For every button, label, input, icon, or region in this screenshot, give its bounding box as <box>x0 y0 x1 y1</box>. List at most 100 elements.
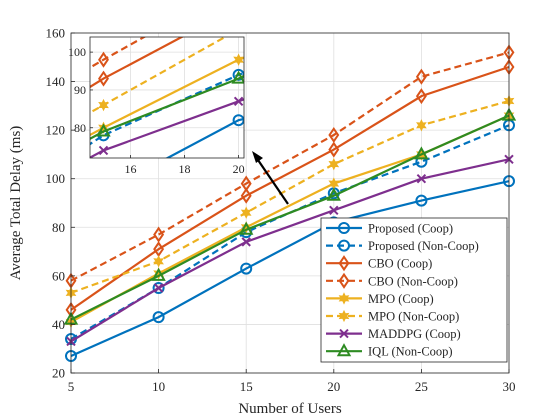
inset-y-tick-label: 90 <box>74 83 86 97</box>
x-tick-label: 15 <box>240 379 253 394</box>
data-point <box>153 283 164 293</box>
x-tick-label: 30 <box>503 379 516 394</box>
data-point <box>416 119 427 132</box>
y-tick-label: 40 <box>52 317 65 332</box>
arrow-head <box>252 151 263 163</box>
series-line <box>70 99 510 294</box>
x-axis-label: Number of Users <box>238 401 341 417</box>
y-tick-label: 20 <box>52 366 65 381</box>
y-tick-label: 100 <box>46 171 66 186</box>
inset-data-point <box>98 51 109 68</box>
legend-swatch-marker <box>338 255 350 272</box>
inset-series-7 <box>90 70 244 140</box>
data-point <box>241 237 251 247</box>
inset-series-6 <box>90 96 244 158</box>
data-point <box>153 255 164 268</box>
data-point <box>416 174 427 184</box>
data-point <box>240 187 252 204</box>
zoom-arrow <box>252 151 289 205</box>
legend-box <box>320 217 508 363</box>
legend-label: CBO (Non-Coop) <box>368 274 458 288</box>
inset-series-line <box>90 56 244 137</box>
inset-x-tick-label: 20 <box>233 162 245 176</box>
legend-entry: Proposed (Coop) <box>326 222 453 236</box>
data-point <box>415 68 427 85</box>
axis-ticks: 5 10 15 20 25 30 20 40 60 80 100 120 140 160 <box>46 26 516 395</box>
series-line <box>70 65 510 311</box>
legend-swatch-marker <box>336 343 352 357</box>
y-tick-label: 60 <box>52 268 65 283</box>
y-tick-label: 160 <box>46 26 66 41</box>
data-point <box>326 187 341 201</box>
series-6 <box>66 154 514 347</box>
inset-plot <box>90 37 244 158</box>
legend-entry: IQL (Non-Coop) <box>326 343 453 359</box>
x-tick-label: 10 <box>152 379 165 394</box>
legend-label: MADDPG (Coop) <box>368 327 461 341</box>
data-point <box>329 205 339 215</box>
data-point <box>239 221 254 235</box>
inset-data-point <box>233 96 244 106</box>
legend-label: MPO (Coop) <box>368 292 434 306</box>
x-tick-label: 5 <box>68 379 75 394</box>
series-7 <box>63 107 517 325</box>
inset-x-tick-label: 16 <box>125 162 137 176</box>
legend-entry: MPO (Coop) <box>326 292 434 306</box>
legend-label: IQL (Non-Coop) <box>368 345 453 359</box>
series-line <box>70 180 510 358</box>
legend-swatch-marker <box>338 222 350 234</box>
legend-label: CBO (Coop) <box>368 257 432 271</box>
inset-data-point <box>98 145 109 156</box>
data-point <box>240 262 253 275</box>
y-tick-label: 80 <box>52 220 65 235</box>
legend-swatch-marker <box>338 292 350 305</box>
x-tick-label: 25 <box>415 379 428 394</box>
series-line <box>70 51 510 282</box>
data-point <box>328 141 340 158</box>
data-point <box>328 126 340 144</box>
data-point <box>415 194 428 207</box>
legend: Proposed (Coop) Proposed (Non-Coop) CBO (C… <box>320 217 508 363</box>
legend-swatch-marker <box>338 309 350 323</box>
inset-data-point <box>232 68 244 81</box>
inset-y-tick-label: 100 <box>68 45 86 59</box>
data-point <box>151 267 166 281</box>
legend-label: MPO (Non-Coop) <box>368 310 459 324</box>
plot-frame <box>70 32 510 374</box>
inset-series-line <box>90 74 244 140</box>
series-3 <box>65 44 515 289</box>
legend-swatch-marker <box>339 328 349 339</box>
inset-zoom: 16 18 20 80 90 100 <box>68 36 245 176</box>
inset-series-line <box>90 98 244 158</box>
inset-data-point <box>98 98 109 112</box>
data-point <box>415 88 427 105</box>
inset-y-tick-label: 80 <box>74 121 86 135</box>
legend-swatch-marker <box>338 239 350 252</box>
data-point <box>328 157 340 171</box>
legend-entry: CBO (Non-Coop) <box>326 272 458 289</box>
inset-data-point <box>98 70 109 87</box>
inset-data-point <box>231 70 244 84</box>
inset-data-point <box>98 121 109 134</box>
arrow-shaft <box>257 159 289 205</box>
y-axis-label: Average Total Delay (ms) <box>8 126 24 281</box>
legend-label: Proposed (Coop) <box>368 222 453 236</box>
data-point <box>240 175 252 192</box>
inset-frame <box>89 36 245 159</box>
data-point <box>153 267 164 280</box>
data-point <box>153 226 165 243</box>
series-line <box>70 114 510 321</box>
inset-data-point <box>233 53 244 66</box>
y-tick-label: 140 <box>46 74 66 89</box>
inset-data-point <box>232 114 244 127</box>
inset-series-0 <box>165 114 244 158</box>
legend-entry: MPO (Non-Coop) <box>326 310 459 324</box>
inset-data-point <box>96 123 111 137</box>
inset-series-4 <box>90 53 244 137</box>
data-point <box>240 221 252 234</box>
data-point <box>240 206 252 219</box>
legend-entry: CBO (Coop) <box>326 255 432 272</box>
x-tick-label: 20 <box>327 379 340 394</box>
legend-label: Proposed (Non-Coop) <box>368 239 479 253</box>
